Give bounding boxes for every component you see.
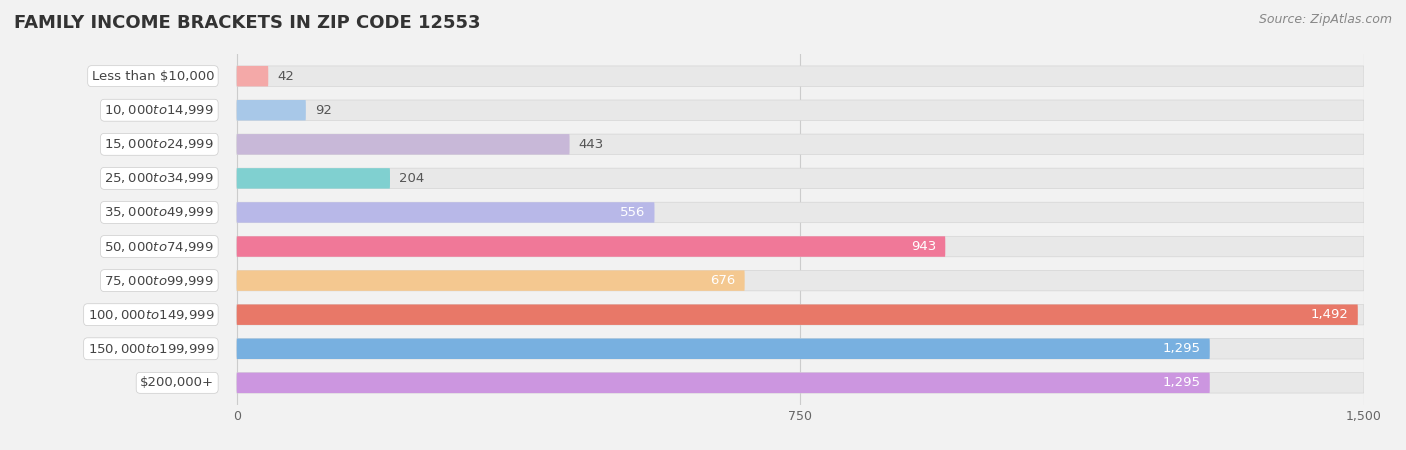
Text: 443: 443 (579, 138, 603, 151)
Text: 1,295: 1,295 (1163, 376, 1201, 389)
Text: $100,000 to $149,999: $100,000 to $149,999 (87, 308, 214, 322)
Text: $15,000 to $24,999: $15,000 to $24,999 (104, 137, 214, 151)
Text: 676: 676 (710, 274, 735, 287)
Text: $200,000+: $200,000+ (141, 376, 214, 389)
Text: $35,000 to $49,999: $35,000 to $49,999 (104, 206, 214, 220)
FancyBboxPatch shape (236, 338, 1209, 359)
Text: 943: 943 (911, 240, 936, 253)
FancyBboxPatch shape (236, 134, 1364, 154)
FancyBboxPatch shape (236, 305, 1358, 325)
FancyBboxPatch shape (236, 100, 1364, 121)
FancyBboxPatch shape (236, 134, 569, 154)
FancyBboxPatch shape (236, 100, 307, 121)
Text: 204: 204 (399, 172, 425, 185)
Text: 1,295: 1,295 (1163, 342, 1201, 355)
Text: Less than $10,000: Less than $10,000 (91, 70, 214, 83)
FancyBboxPatch shape (236, 236, 1364, 257)
FancyBboxPatch shape (236, 66, 1364, 86)
FancyBboxPatch shape (236, 168, 1364, 189)
Text: 1,492: 1,492 (1310, 308, 1348, 321)
FancyBboxPatch shape (236, 270, 745, 291)
Text: $10,000 to $14,999: $10,000 to $14,999 (104, 103, 214, 117)
FancyBboxPatch shape (236, 168, 389, 189)
FancyBboxPatch shape (236, 338, 1364, 359)
Text: $75,000 to $99,999: $75,000 to $99,999 (104, 274, 214, 288)
FancyBboxPatch shape (236, 66, 269, 86)
FancyBboxPatch shape (236, 270, 1364, 291)
Text: Source: ZipAtlas.com: Source: ZipAtlas.com (1258, 14, 1392, 27)
Text: 92: 92 (315, 104, 332, 117)
Text: $25,000 to $34,999: $25,000 to $34,999 (104, 171, 214, 185)
FancyBboxPatch shape (236, 236, 945, 257)
FancyBboxPatch shape (236, 305, 1364, 325)
Text: $50,000 to $74,999: $50,000 to $74,999 (104, 239, 214, 253)
Text: 556: 556 (620, 206, 645, 219)
FancyBboxPatch shape (236, 202, 655, 223)
Text: FAMILY INCOME BRACKETS IN ZIP CODE 12553: FAMILY INCOME BRACKETS IN ZIP CODE 12553 (14, 14, 481, 32)
FancyBboxPatch shape (236, 373, 1209, 393)
FancyBboxPatch shape (236, 202, 1364, 223)
Text: 42: 42 (277, 70, 294, 83)
FancyBboxPatch shape (236, 373, 1364, 393)
Text: $150,000 to $199,999: $150,000 to $199,999 (87, 342, 214, 356)
